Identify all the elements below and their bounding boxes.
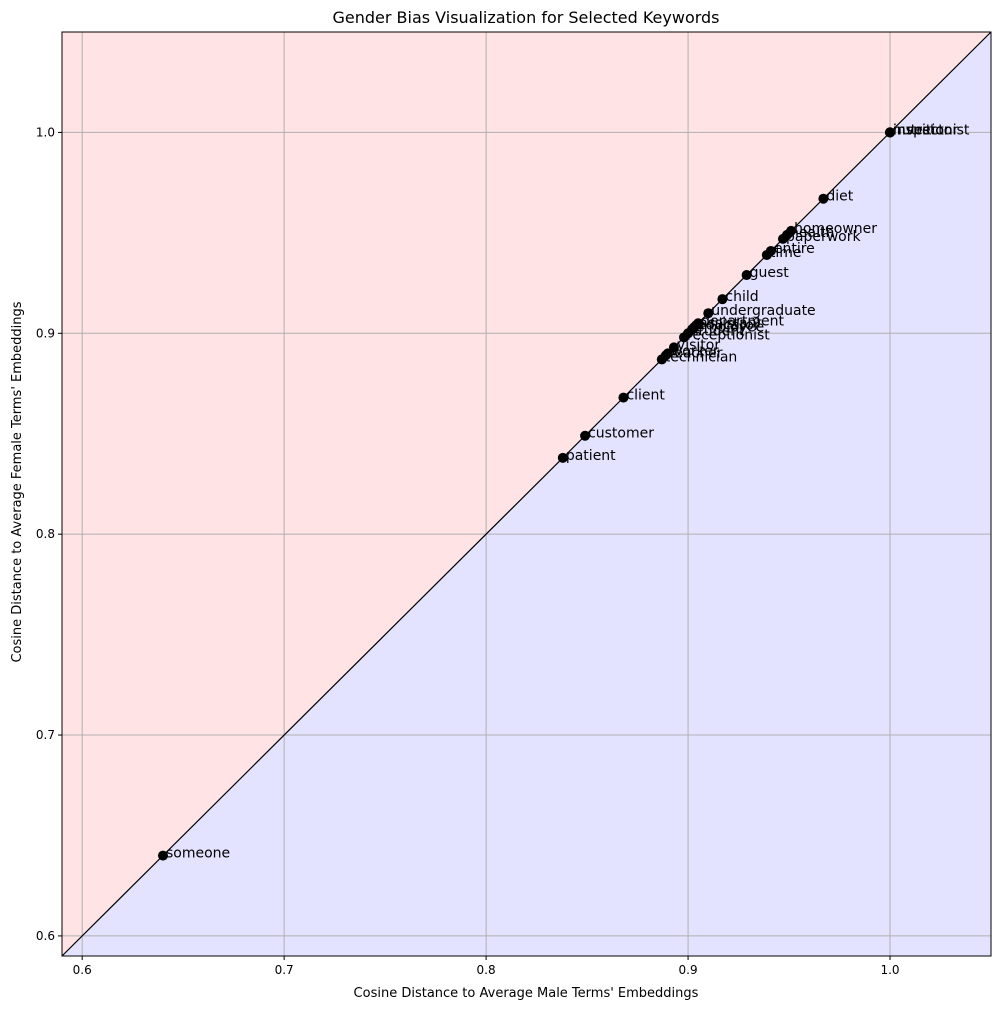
data-point <box>885 127 896 138</box>
data-point <box>703 308 714 319</box>
y-tick-label: 0.9 <box>36 326 55 340</box>
data-point <box>668 342 679 353</box>
point-label: diet <box>826 189 853 205</box>
diagonal-line <box>61 31 992 957</box>
point-label: inspector <box>893 122 958 138</box>
point-label: department <box>701 313 784 329</box>
point-label: someone <box>166 846 230 862</box>
point-label: technician <box>665 349 737 365</box>
point-label: child <box>725 289 758 305</box>
point-label: employee <box>695 319 764 335</box>
x-tick-label: 0.6 <box>73 963 92 977</box>
data-point <box>662 348 673 359</box>
point-label: receptionist <box>687 327 770 343</box>
plot-frame <box>61 31 992 957</box>
point-label: visitor <box>677 337 720 353</box>
data-point <box>618 392 629 403</box>
point-label: student <box>691 323 745 339</box>
x-tick-label: 0.7 <box>275 963 294 977</box>
point-label: assistant <box>699 315 762 331</box>
point-label: health <box>790 225 834 241</box>
chart-title: Gender Bias Visualization for Selected K… <box>332 8 719 27</box>
point-label: entire <box>774 241 815 257</box>
data-point <box>786 225 797 236</box>
point-label: guest <box>750 265 790 281</box>
point-label: undergraduate <box>711 303 815 319</box>
y-tick-label: 0.8 <box>36 527 55 541</box>
x-tick-label: 0.8 <box>477 963 496 977</box>
y-tick-label: 0.7 <box>36 728 55 742</box>
point-label: educator <box>697 317 760 333</box>
y-tick-label: 1.0 <box>36 125 55 139</box>
y-tick-label: 0.6 <box>36 929 55 943</box>
point-label: nutritionist <box>893 122 970 138</box>
x-axis-label: Cosine Distance to Average Male Terms' E… <box>354 986 699 1001</box>
point-label: homeowner <box>794 221 877 237</box>
point-label: paperwork <box>786 229 861 245</box>
data-point <box>580 430 591 441</box>
point-label: teacher <box>669 345 723 361</box>
y-axis-label: Cosine Distance to Average Female Terms'… <box>10 301 25 662</box>
point-label: worker <box>671 343 719 359</box>
data-point <box>157 850 168 861</box>
data-point <box>818 193 829 204</box>
data-point <box>557 452 568 463</box>
data-point <box>717 294 728 305</box>
point-label: customer <box>588 426 654 442</box>
point-label: patient <box>566 448 616 464</box>
point-label: time <box>770 245 802 261</box>
data-point <box>693 318 704 329</box>
data-point <box>765 245 776 256</box>
x-tick-label: 1.0 <box>880 963 899 977</box>
data-point <box>741 270 752 281</box>
point-label: investor <box>893 122 950 138</box>
point-label: client <box>626 388 665 404</box>
x-tick-label: 0.9 <box>679 963 698 977</box>
